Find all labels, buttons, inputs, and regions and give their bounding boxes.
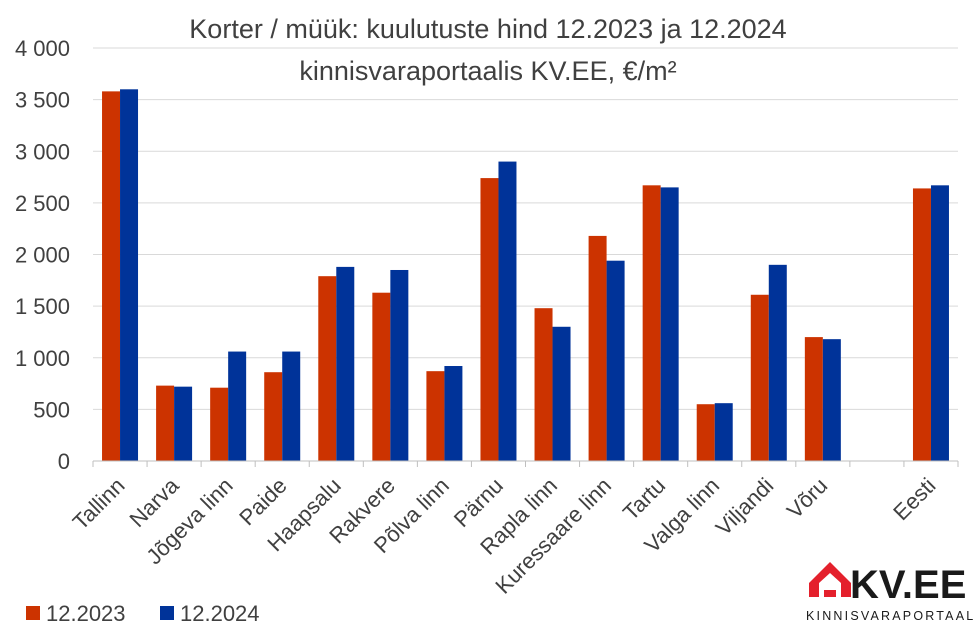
bar-12.2023 <box>210 387 229 461</box>
kvee-logo: KV.EE KINNISVARAPORTAAL <box>806 562 975 623</box>
bar-12.2024 <box>660 187 679 461</box>
bar-12.2023 <box>318 276 337 461</box>
y-tick-label: 500 <box>33 397 70 422</box>
bar-12.2024 <box>336 266 355 461</box>
x-tick-label: Tallinn <box>68 473 130 535</box>
house-icon <box>809 562 851 597</box>
bar-12.2024 <box>930 185 949 461</box>
bar-12.2024 <box>768 264 787 461</box>
bar-12.2023 <box>804 337 823 461</box>
logo-subtitle: KINNISVARAPORTAAL <box>806 609 975 623</box>
bar-12.2024 <box>822 339 841 461</box>
y-tick-label: 3 500 <box>15 88 70 113</box>
legend-swatch-2024 <box>160 606 174 620</box>
bar-12.2023 <box>156 385 175 461</box>
bar-12.2024 <box>606 260 625 461</box>
y-tick-label: 1 500 <box>15 294 70 319</box>
legend: 12.2023 12.2024 <box>26 601 260 626</box>
logo-text: KV.EE <box>850 563 966 607</box>
bar-12.2023 <box>264 372 283 461</box>
bar-12.2024 <box>444 366 463 461</box>
bar-12.2024 <box>228 351 247 461</box>
y-tick-label: 2 500 <box>15 191 70 216</box>
chart-title-line-1: Korter / müük: kuulutuste hind 12.2023 j… <box>189 14 786 44</box>
bar-12.2024 <box>120 89 139 462</box>
bar-12.2024 <box>174 386 193 461</box>
chart-title-line-2: kinnisvaraportaalis KV.EE, €/m² <box>299 56 676 86</box>
y-tick-label: 4 000 <box>15 36 70 61</box>
bars <box>102 89 949 462</box>
bar-12.2023 <box>696 404 715 461</box>
bar-12.2024 <box>282 351 301 461</box>
bar-12.2023 <box>480 178 499 461</box>
legend-label-2023: 12.2023 <box>46 601 126 626</box>
legend-swatch-2023 <box>26 606 40 620</box>
y-tick-label: 2 000 <box>15 243 70 268</box>
x-tick-label: Võru <box>782 473 833 524</box>
bar-12.2024 <box>714 403 733 461</box>
bar-12.2024 <box>390 269 409 461</box>
bar-12.2023 <box>102 91 121 462</box>
bar-12.2023 <box>750 294 769 461</box>
bar-12.2024 <box>498 161 517 461</box>
x-tick-label: Eesti <box>888 473 940 525</box>
y-tick-label: 1 000 <box>15 346 70 371</box>
bar-12.2023 <box>534 308 553 461</box>
bar-12.2023 <box>372 292 391 461</box>
x-tick-label: Viljandi <box>711 473 779 541</box>
bar-12.2023 <box>426 371 445 461</box>
legend-label-2024: 12.2024 <box>180 601 260 626</box>
y-tick-label: 0 <box>58 449 70 474</box>
bar-12.2023 <box>912 188 931 462</box>
y-tick-label: 3 000 <box>15 139 70 164</box>
bar-12.2024 <box>552 326 571 461</box>
bar-12.2023 <box>588 235 607 461</box>
bar-12.2023 <box>642 185 661 461</box>
